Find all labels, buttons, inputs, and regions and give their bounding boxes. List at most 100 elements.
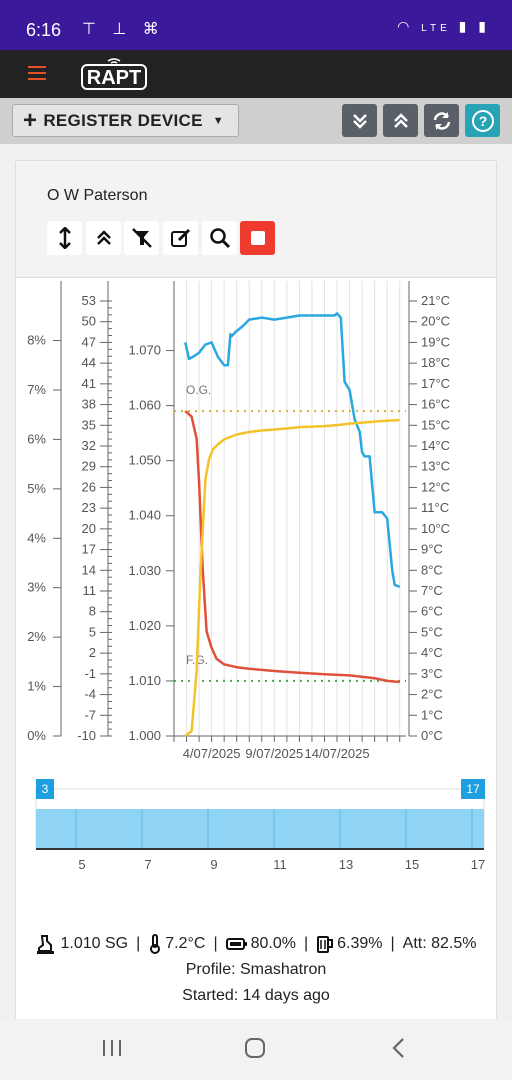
device-list[interactable]: O W Paterson 0% 1% 2% 3% 4% 5% 6% 7% 8% -10 -7 -4 -1… [0,144,512,1019]
expand-all-button[interactable] [383,104,418,137]
og-label: O.G. [186,383,211,397]
temperature-tick-label: 11°C [421,500,449,515]
abv-tick-label: 7% [27,382,46,397]
navigator-tick-label: 13 [339,857,353,872]
gravity-reading: 1.010 SG [60,935,129,952]
temperature-tick-label: 10°C [421,521,450,536]
network-icons: ◠ LTE ▮ ▮ [397,18,490,35]
abv-tick-label: 6% [27,431,46,446]
home-icon[interactable] [244,1037,266,1059]
abv-tick-label: 2% [27,629,46,644]
temperature-tick-label: 21°C [421,293,450,308]
device-name: O W Paterson [47,187,148,204]
separator: | [136,935,141,952]
search-icon [209,228,230,249]
hydrometer-icon [37,935,55,954]
edit-button[interactable] [163,221,198,255]
attenuation-tick-label: -10 [77,728,96,743]
hamburger-icon[interactable] [28,66,46,80]
refresh-button[interactable] [424,104,459,137]
abv-reading: 6.39% [337,935,383,952]
temperature-tick-label: 2°C [421,687,443,702]
navigator-tick-label: 9 [210,857,217,872]
svg-text:?: ? [478,113,487,129]
attenuation-tick-label: 53 [82,293,96,308]
help-icon: ? [471,109,494,132]
rapt-logo[interactable]: RAPT [80,57,148,91]
navigator-tick-label: 17 [471,857,485,872]
temperature-tick-label: 12°C [421,479,450,494]
search-button[interactable] [202,221,237,255]
temperature-tick-label: 1°C [421,707,443,722]
temperature-tick-label: 3°C [421,666,443,681]
attenuation-tick-label: 44 [82,355,96,370]
temperature-tick-label: 15°C [421,417,450,432]
register-device-label: REGISTER DEVICE [43,110,203,130]
expand-vertical-icon [58,227,71,249]
gravity-tick-label: 1.030 [128,563,161,578]
attenuation-tick-label: -1 [84,666,96,681]
attenuation-tick-label: 29 [82,459,96,474]
navigator-end-handle[interactable] [461,779,485,799]
gravity-tick-label: 1.070 [128,343,161,358]
gravity-tick-label: 1.040 [128,508,161,523]
help-button[interactable]: ? [465,104,500,137]
refresh-icon [433,111,450,130]
abv-tick-label: 0% [27,728,46,743]
series-gravity [184,410,400,684]
plus-icon: + [23,106,38,134]
temperature-tick-label: 7°C [421,583,443,598]
beer-mug-icon [317,936,334,953]
series-temperature [184,312,401,589]
x-tick-label: 9/07/2025 [245,746,303,761]
gravity-tick-label: 1.010 [128,673,161,688]
resize-button[interactable] [47,221,82,255]
collapse-button[interactable] [86,221,121,255]
fermentation-chart[interactable]: 0% 1% 2% 3% 4% 5% 6% 7% 8% -10 -7 -4 -1 2 5 8 11 14 17 20 23… [16,279,496,935]
temperature-tick-label: 20°C [421,314,450,329]
caret-down-icon: ▼ [212,114,224,127]
temperature-tick-label: 4°C [421,645,443,660]
chevrons-up-icon [393,112,408,128]
attenuation-tick-label: 8 [89,604,96,619]
register-device-button[interactable]: + REGISTER DEVICE ▼ [12,104,239,137]
temperature-tick-label: 18°C [421,355,450,370]
system-nav-bar [0,1019,512,1080]
attenuation-tick-label: -4 [84,687,96,702]
separator: | [390,935,395,952]
attenuation-tick-label: 47 [82,334,96,349]
lte-label: LTE [421,23,451,34]
recent-apps-icon[interactable] [101,1037,123,1059]
navigator-start-handle[interactable] [36,779,54,799]
mute-alerts-button[interactable] [124,221,159,255]
app-bar: RAPT [0,50,512,98]
attenuation-tick-label: 41 [82,376,96,391]
temperature-tick-label: 6°C [421,604,443,619]
temperature-tick-label: 0°C [421,728,443,743]
device-card-header: O W Paterson [16,161,496,278]
temperature-tick-label: 16°C [421,397,450,412]
temperature-tick-label: 14°C [421,438,450,453]
attenuation-tick-label: 20 [82,521,96,536]
attenuation-tick-label: 23 [82,500,96,515]
abv-tick-label: 4% [27,530,46,545]
attenuation-tick-label: 14 [82,562,96,577]
started-time: Started: 14 days ago [182,987,330,1004]
navigator-range [36,809,484,849]
collapse-all-button[interactable] [342,104,377,137]
attenuation-tick-label: 50 [82,314,96,329]
logo-text: RAPT [87,67,141,89]
back-icon[interactable] [390,1037,408,1059]
navigator-tick-label: 11 [273,857,287,872]
abv-tick-label: 8% [27,333,46,348]
temperature-reading: 7.2°C [165,935,206,952]
temperature-tick-label: 5°C [421,624,443,639]
chevrons-down-icon [352,113,367,129]
status-time: 6:16 [26,20,62,40]
abv-tick-label: 5% [27,481,46,496]
stop-button[interactable] [240,221,275,255]
chevrons-up-icon [96,230,111,245]
navigator-start-label: 3 [42,782,49,796]
stop-icon [250,231,265,245]
temperature-tick-label: 13°C [421,459,450,474]
